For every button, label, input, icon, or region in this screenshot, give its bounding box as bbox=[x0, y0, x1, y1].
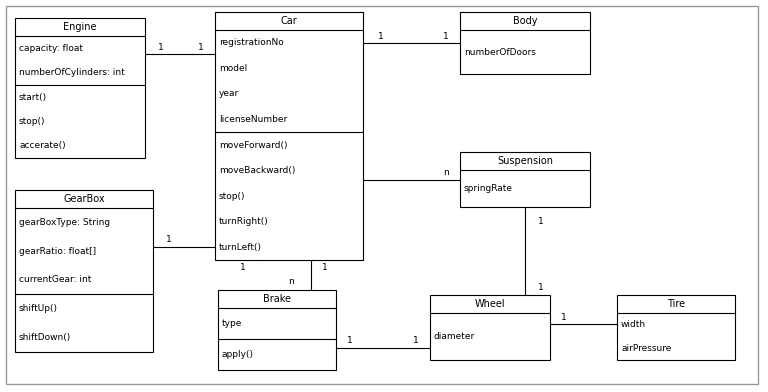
Text: turnRight(): turnRight() bbox=[219, 217, 269, 226]
Text: 1: 1 bbox=[347, 336, 353, 345]
Bar bbox=[430, 295, 550, 360]
Text: 1: 1 bbox=[413, 336, 419, 345]
Text: registrationNo: registrationNo bbox=[219, 38, 283, 47]
Text: n: n bbox=[288, 278, 294, 287]
Text: Tire: Tire bbox=[667, 299, 685, 309]
Bar bbox=[15, 190, 153, 352]
Text: Suspension: Suspension bbox=[497, 156, 553, 166]
Text: currentGear: int: currentGear: int bbox=[19, 276, 91, 285]
Text: Brake: Brake bbox=[263, 294, 291, 304]
Bar bbox=[617, 295, 735, 360]
Text: numberOfDoors: numberOfDoors bbox=[464, 47, 536, 56]
Text: width: width bbox=[621, 320, 646, 329]
Text: 1: 1 bbox=[378, 31, 384, 40]
Text: year: year bbox=[219, 89, 240, 98]
Text: Body: Body bbox=[513, 16, 538, 26]
Text: shiftDown(): shiftDown() bbox=[19, 333, 71, 342]
Text: moveForward(): moveForward() bbox=[219, 140, 287, 149]
Text: gearRatio: float[]: gearRatio: float[] bbox=[19, 247, 96, 256]
Text: n: n bbox=[443, 168, 449, 177]
Bar bbox=[215, 12, 363, 260]
Text: Car: Car bbox=[280, 16, 297, 26]
Text: shiftUp(): shiftUp() bbox=[19, 304, 58, 313]
Text: apply(): apply() bbox=[222, 350, 254, 359]
Text: stop(): stop() bbox=[219, 192, 246, 201]
Text: Engine: Engine bbox=[63, 22, 97, 32]
Text: start(): start() bbox=[19, 93, 47, 102]
Text: gearBoxType: String: gearBoxType: String bbox=[19, 218, 110, 227]
Text: moveBackward(): moveBackward() bbox=[219, 166, 296, 175]
Text: 1: 1 bbox=[443, 31, 449, 40]
Text: airPressure: airPressure bbox=[621, 344, 671, 353]
Text: type: type bbox=[222, 319, 243, 328]
Text: numberOfCylinders: int: numberOfCylinders: int bbox=[19, 68, 124, 77]
Text: accerate(): accerate() bbox=[19, 141, 65, 150]
Text: licenseNumber: licenseNumber bbox=[219, 115, 287, 124]
Text: springRate: springRate bbox=[464, 184, 513, 193]
Text: capacity: float: capacity: float bbox=[19, 44, 83, 53]
Text: 1: 1 bbox=[538, 216, 544, 225]
Text: model: model bbox=[219, 64, 247, 73]
Bar bbox=[460, 12, 590, 74]
Text: 1: 1 bbox=[561, 313, 567, 322]
Text: 1: 1 bbox=[323, 263, 328, 272]
Text: 1: 1 bbox=[538, 283, 544, 292]
Bar bbox=[460, 152, 590, 207]
Bar bbox=[15, 18, 145, 158]
Text: 1: 1 bbox=[166, 235, 172, 244]
Text: 1: 1 bbox=[240, 263, 245, 272]
Text: GearBox: GearBox bbox=[63, 194, 104, 204]
Text: diameter: diameter bbox=[434, 332, 475, 341]
Text: Wheel: Wheel bbox=[475, 299, 505, 309]
Text: stop(): stop() bbox=[19, 117, 45, 126]
Text: 1: 1 bbox=[158, 42, 164, 51]
Text: turnLeft(): turnLeft() bbox=[219, 243, 262, 252]
Text: 1: 1 bbox=[198, 42, 204, 51]
Bar bbox=[218, 290, 336, 370]
